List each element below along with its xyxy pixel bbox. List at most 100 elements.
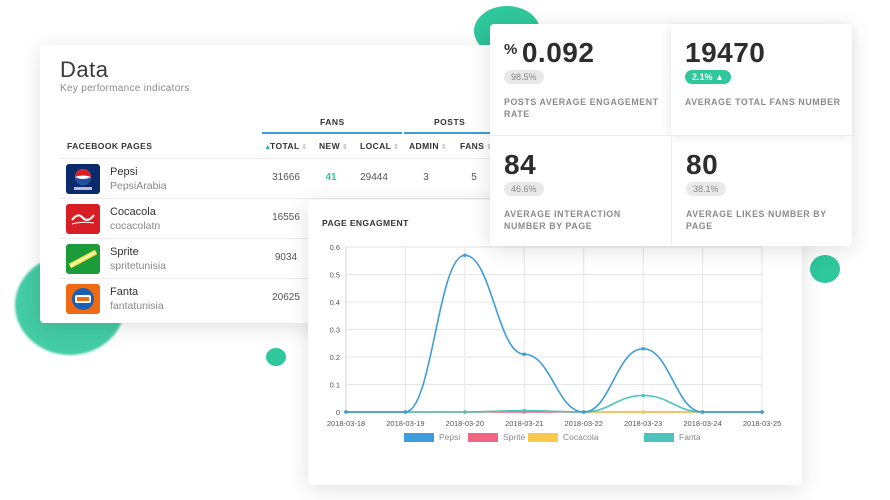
x-tick-label: 2018-03-25 xyxy=(743,419,781,428)
kpi-label: AVERAGE LIKES NUMBER BY PAGE xyxy=(686,209,827,231)
data-point-pepsi xyxy=(760,410,764,414)
group-underline-posts xyxy=(404,132,514,134)
y-tick-label: 0.1 xyxy=(330,381,340,390)
page-engagement-chart: PAGE ENGAGMENT 0 0.1 0.2 0.3 0.4 0.5 0.6 2018-0… xyxy=(308,200,802,485)
x-tick-label: 2018-03-22 xyxy=(565,419,603,428)
column-header-total[interactable]: TOTAL ⇕ xyxy=(270,141,308,151)
sprite-logo xyxy=(66,244,100,274)
kpi-total-fans: 19470 2.1% ▲ AVERAGE TOTAL FANS NUMBER xyxy=(671,24,852,135)
column-header-pages[interactable]: FACEBOOK PAGES ▲ xyxy=(67,141,272,151)
kpi-label: POSTS AVERAGE ENGAGEMENT RATE xyxy=(504,97,659,119)
kpi-number: 0.092 xyxy=(521,37,595,68)
kpi-value: 84 xyxy=(504,149,537,180)
cell-total: 16556 xyxy=(272,212,300,223)
y-tick-label: 0.2 xyxy=(330,353,340,362)
data-point-fanta xyxy=(641,393,645,398)
page-handle: fantatunisia xyxy=(110,300,164,312)
decorative-dot xyxy=(810,255,840,283)
x-tick-label: 2018-03-20 xyxy=(446,419,484,428)
cell-total: 31666 xyxy=(272,172,300,183)
sort-icon: ⇕ xyxy=(342,144,349,151)
legend-item-sprite[interactable]: Sprite xyxy=(468,432,526,443)
page-name: Pepsi xyxy=(110,166,138,178)
legend-label: Pepsi xyxy=(439,432,461,442)
page-name: Sprite xyxy=(110,246,139,258)
sort-icon: ⇕ xyxy=(393,144,400,151)
column-label: TOTAL xyxy=(270,141,300,151)
kpi-value: % 0.092 xyxy=(504,37,594,69)
series-line-fanta xyxy=(346,394,762,413)
y-tick-label: 0.5 xyxy=(330,271,340,280)
column-header-admin[interactable]: ADMIN ⇕ xyxy=(409,141,447,151)
percent-prefix: % xyxy=(504,41,518,58)
kpi-engagement-rate: % 0.092 98.5% POSTS AVERAGE ENGAGEMENT RA… xyxy=(490,24,671,135)
cell-new: 41 xyxy=(325,172,337,183)
legend-item-pepsi[interactable]: Pepsi xyxy=(404,432,461,443)
table-row[interactable]: Pepsi PepsiArabia 31666 41 29444 3 5 xyxy=(60,158,570,199)
column-header-fans[interactable]: FANS⇕ xyxy=(460,141,493,151)
kpi-card: % 0.092 98.5% POSTS AVERAGE ENGAGEMENT RA… xyxy=(490,24,853,247)
y-tick-label: 0.3 xyxy=(330,326,340,335)
column-label: FACEBOOK PAGES xyxy=(67,141,153,151)
kpi-badge-up: 2.1% ▲ xyxy=(685,70,731,84)
legend-swatch xyxy=(404,433,434,443)
legend-swatch xyxy=(528,433,558,443)
table-row[interactable]: Cocacola cocacolatn 16556 xyxy=(60,198,570,239)
kpi-value: 19470 xyxy=(685,37,766,68)
page-handle: spritetunisia xyxy=(110,260,167,272)
legend-label: Fanta xyxy=(679,432,701,442)
kpi-badge: 38.1% xyxy=(686,182,726,196)
x-tick-label: 2018-03-18 xyxy=(327,419,365,428)
cell-total: 9034 xyxy=(274,252,298,263)
cell-total: 20625 xyxy=(272,292,300,303)
x-tick-label: 2018-03-23 xyxy=(624,419,662,428)
cell-fans: 5 xyxy=(471,172,477,183)
fanta-logo xyxy=(66,284,100,314)
group-underline-fans xyxy=(262,132,402,134)
data-point-pepsi xyxy=(581,410,586,414)
column-label: ADMIN xyxy=(409,141,439,151)
kpi-interaction: 84 46.6% AVERAGE INTERACTION NUMBER BY P… xyxy=(490,135,671,247)
chart-legend: Pepsi Sprite Cocacola Fanta xyxy=(308,432,802,446)
data-point-fanta xyxy=(522,408,527,413)
page-name: Cocacola xyxy=(110,206,156,218)
chart-svg: 0 0.1 0.2 0.3 0.4 0.5 0.6 2018-03-18 2018-03-19 2… xyxy=(327,243,781,428)
data-point-pepsi xyxy=(403,410,408,414)
column-label: LOCAL xyxy=(360,141,392,151)
legend-swatch xyxy=(468,433,498,443)
page-handle: PepsiArabia xyxy=(110,180,167,192)
data-point-cocacola xyxy=(641,410,645,414)
data-point-pepsi xyxy=(522,352,527,357)
kpi-badge: 46.6% xyxy=(504,182,544,196)
data-point-fanta xyxy=(463,410,467,414)
sort-icon: ⇕ xyxy=(440,144,448,151)
x-tick-label: 2018-03-24 xyxy=(683,419,721,428)
y-tick-label: 0 xyxy=(336,408,340,417)
x-tick-label: 2018-03-19 xyxy=(386,419,424,428)
kpi-badge: 98.5% xyxy=(504,70,544,84)
data-point-pepsi xyxy=(641,346,645,351)
column-label: FANS xyxy=(460,141,485,151)
legend-label: Sprite xyxy=(503,432,526,442)
sort-icon: ⇕ xyxy=(486,144,492,151)
legend-item-cocacola[interactable]: Cocacola xyxy=(528,432,598,443)
kpi-likes: 80 38.1% AVERAGE LIKES NUMBER BY PAGE xyxy=(671,135,853,247)
page-name: Fanta xyxy=(110,286,139,298)
kpi-label: AVERAGE TOTAL FANS NUMBER xyxy=(685,97,841,107)
group-header-posts: POSTS xyxy=(434,117,466,127)
kpi-label: AVERAGE INTERACTION NUMBER BY PAGE xyxy=(504,209,621,231)
column-header-local[interactable]: LOCAL ⇕ xyxy=(360,141,400,151)
column-header-new[interactable]: NEW ⇕ xyxy=(319,141,348,151)
page-handle: cocacolatn xyxy=(110,220,161,232)
data-point-pepsi xyxy=(344,410,348,414)
legend-item-fanta[interactable]: Fanta xyxy=(644,432,701,443)
sort-icon: ⇕ xyxy=(301,144,308,151)
legend-swatch xyxy=(644,433,674,443)
data-point-pepsi xyxy=(463,253,467,258)
data-point-pepsi xyxy=(700,410,705,414)
column-label: NEW xyxy=(319,141,341,151)
sort-asc-icon: ▲ xyxy=(264,144,272,151)
group-header-fans: FANS xyxy=(320,117,345,127)
cocacola-logo xyxy=(66,204,100,234)
series-line-pepsi xyxy=(346,254,762,413)
